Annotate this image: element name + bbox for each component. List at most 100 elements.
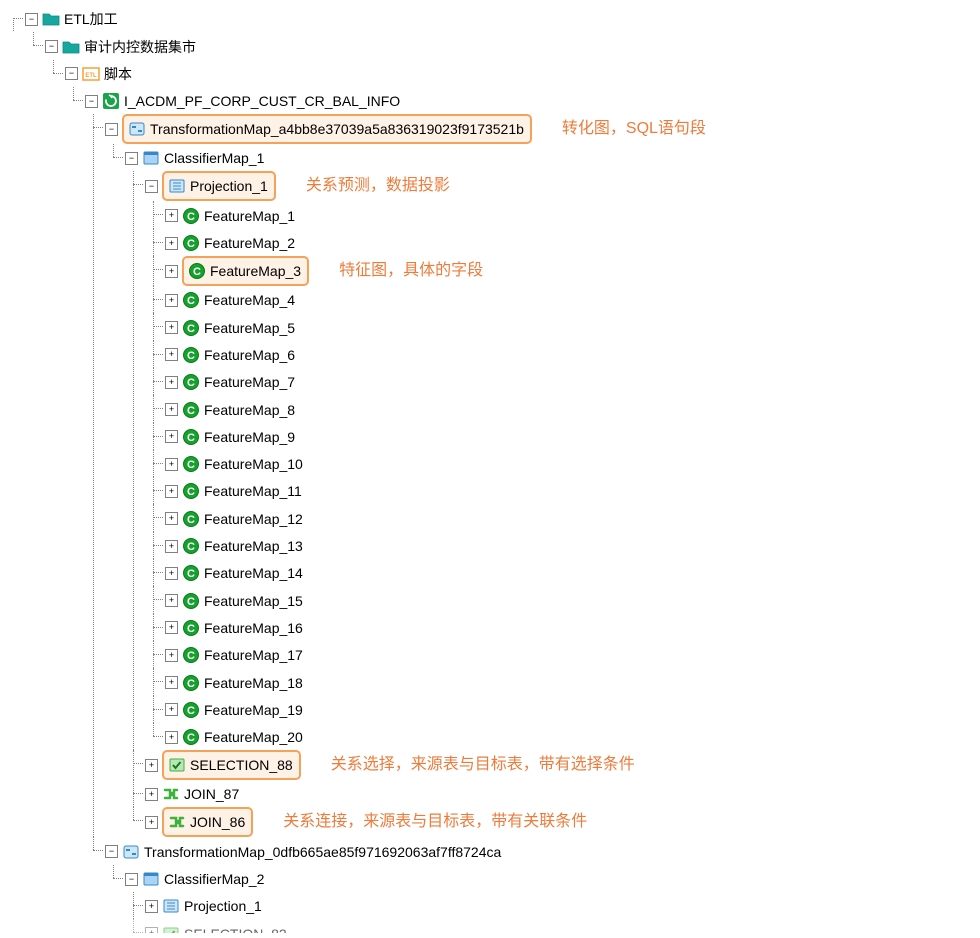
highlighted-node: SELECTION_88 — [162, 750, 301, 780]
expand-toggle[interactable]: + — [165, 294, 178, 307]
expand-toggle[interactable]: + — [165, 621, 178, 634]
tree-view: − ETL加工 − 审计内控数据集市 − — [5, 5, 980, 933]
node-label: SELECTION_88 — [188, 752, 295, 778]
expand-toggle[interactable]: + — [165, 403, 178, 416]
projection-icon — [162, 897, 180, 915]
svg-text:C: C — [187, 405, 195, 417]
classifier-icon — [142, 870, 160, 888]
transformation-icon — [122, 843, 140, 861]
tree-node-featuremap[interactable]: +CFeatureMap_15 — [145, 586, 980, 613]
tree-node-featuremap[interactable]: +CFeatureMap_17 — [145, 641, 980, 668]
tree-node-featuremap[interactable]: +CFeatureMap_7 — [145, 368, 980, 395]
tree-node[interactable]: − ETL 脚本 − — [45, 60, 980, 934]
node-label: JOIN_86 — [188, 809, 247, 835]
expand-toggle[interactable]: + — [165, 237, 178, 250]
tree-node-featuremap[interactable]: + CFeatureMap_1 — [145, 201, 980, 228]
tree-node-classifier[interactable]: − ClassifierMap_2 — [105, 865, 980, 934]
featuremap-icon: C — [182, 207, 200, 225]
expand-toggle[interactable]: + — [165, 731, 178, 744]
highlighted-node: Projection_1 — [162, 171, 276, 201]
tree-node-featuremap[interactable]: +CFeatureMap_8 — [145, 395, 980, 422]
tree-node-featuremap[interactable]: +CFeatureMap_12 — [145, 504, 980, 531]
expand-toggle[interactable]: + — [145, 900, 158, 913]
tree-node-featuremap[interactable]: +CFeatureMap_5 — [145, 313, 980, 340]
node-label: FeatureMap_17 — [202, 642, 305, 668]
node-label: ETL加工 — [62, 6, 120, 32]
expand-toggle[interactable]: + — [165, 321, 178, 334]
tree-node-featuremap[interactable]: +CFeatureMap_10 — [145, 450, 980, 477]
expand-toggle[interactable]: + — [165, 512, 178, 525]
collapse-toggle[interactable]: − — [125, 873, 138, 886]
node-label: JOIN_87 — [182, 781, 241, 807]
feature-map-list: +CFeatureMap_1+CFeatureMap_2+CFeatureMap… — [145, 201, 980, 750]
expand-toggle[interactable]: + — [165, 209, 178, 222]
svg-text:ETL: ETL — [85, 73, 97, 79]
node-label: FeatureMap_14 — [202, 560, 305, 586]
collapse-toggle[interactable]: − — [145, 180, 158, 193]
join-icon — [168, 813, 186, 831]
expand-toggle[interactable]: + — [165, 348, 178, 361]
tree-node-featuremap[interactable]: +CFeatureMap_3特征图，具体的字段 — [145, 256, 980, 286]
expand-toggle[interactable]: + — [165, 430, 178, 443]
tree-node-featuremap[interactable]: +CFeatureMap_2 — [145, 229, 980, 256]
node-label: FeatureMap_11 — [202, 478, 304, 504]
tree-node[interactable]: − I_ACDM_PF_CORP_CUST_CR_BAL_INFO — [65, 87, 980, 933]
expand-toggle[interactable]: + — [145, 816, 158, 829]
expand-toggle[interactable]: + — [165, 540, 178, 553]
tree-node-featuremap[interactable]: +CFeatureMap_18 — [145, 668, 980, 695]
featuremap-icon: C — [182, 234, 200, 252]
tree-node-join[interactable]: + JOIN_87 — [125, 780, 980, 807]
tree-node-featuremap[interactable]: +CFeatureMap_14 — [145, 559, 980, 586]
collapse-toggle[interactable]: − — [65, 67, 78, 80]
collapse-toggle[interactable]: − — [105, 845, 118, 858]
expand-toggle[interactable]: + — [145, 759, 158, 772]
tree-node-transformation[interactable]: − TransformationMap_a4bb8e37039a5a836319… — [85, 114, 980, 837]
tree-node-selection[interactable]: + SELECTION_88 — [125, 750, 980, 780]
tree-node-featuremap[interactable]: +CFeatureMap_13 — [145, 532, 980, 559]
tree-node-featuremap[interactable]: +CFeatureMap_9 — [145, 423, 980, 450]
tree-node-classifier[interactable]: − ClassifierMap_1 — [105, 144, 980, 837]
expand-toggle[interactable]: + — [165, 676, 178, 689]
collapse-toggle[interactable]: − — [85, 95, 98, 108]
annotation-text: 特征图，具体的字段 — [339, 258, 483, 284]
tree-node-featuremap[interactable]: + C FeatureMap_11 — [145, 477, 980, 504]
tree-node-featuremap[interactable]: +CFeatureMap_20 — [145, 723, 980, 750]
featuremap-icon: C — [182, 373, 200, 391]
expand-toggle[interactable]: + — [145, 927, 158, 933]
folder-icon — [62, 38, 80, 56]
node-label: FeatureMap_13 — [202, 533, 305, 559]
expand-toggle[interactable]: + — [165, 594, 178, 607]
tree-node-featuremap[interactable]: +CFeatureMap_16 — [145, 614, 980, 641]
collapse-toggle[interactable]: − — [45, 40, 58, 53]
tree-node-projection[interactable]: + Projection_1 — [125, 892, 980, 919]
featuremap-icon: C — [182, 728, 200, 746]
collapse-toggle[interactable]: − — [125, 152, 138, 165]
tree-node-featuremap[interactable]: +CFeatureMap_4 — [145, 286, 980, 313]
expand-toggle[interactable]: + — [165, 458, 178, 471]
tree-node-transformation[interactable]: − TransformationMap_0dfb665ae85f97169206… — [85, 837, 980, 933]
tree-node-join[interactable]: + JOIN_86 — [125, 807, 980, 837]
collapse-toggle[interactable]: − — [105, 123, 118, 136]
expand-toggle[interactable]: + — [165, 567, 178, 580]
tree-node-selection[interactable]: + SELECTION_82 — [125, 919, 980, 933]
node-label: FeatureMap_10 — [202, 451, 305, 477]
expand-toggle[interactable]: + — [165, 485, 178, 498]
collapse-toggle[interactable]: − — [25, 13, 38, 26]
tree-node-featuremap[interactable]: +CFeatureMap_19 — [145, 696, 980, 723]
tree-node-root[interactable]: − ETL加工 − 审计内控数据集市 − — [5, 5, 980, 933]
expand-toggle[interactable]: + — [165, 649, 178, 662]
expand-toggle[interactable]: + — [165, 265, 178, 278]
node-label: FeatureMap_9 — [202, 424, 297, 450]
svg-text:C: C — [187, 486, 195, 498]
node-label: FeatureMap_1 — [202, 203, 297, 229]
expand-toggle[interactable]: + — [145, 788, 158, 801]
featuremap-icon: C — [182, 510, 200, 528]
featuremap-icon: C — [188, 262, 206, 280]
selection-icon — [162, 925, 180, 934]
etl-script-icon: ETL — [82, 65, 100, 83]
expand-toggle[interactable]: + — [165, 703, 178, 716]
expand-toggle[interactable]: + — [165, 376, 178, 389]
tree-node-projection[interactable]: − Projection_1 — [125, 171, 980, 750]
tree-node-featuremap[interactable]: +CFeatureMap_6 — [145, 341, 980, 368]
tree-node[interactable]: − 审计内控数据集市 − ETL 脚本 — [25, 32, 980, 933]
